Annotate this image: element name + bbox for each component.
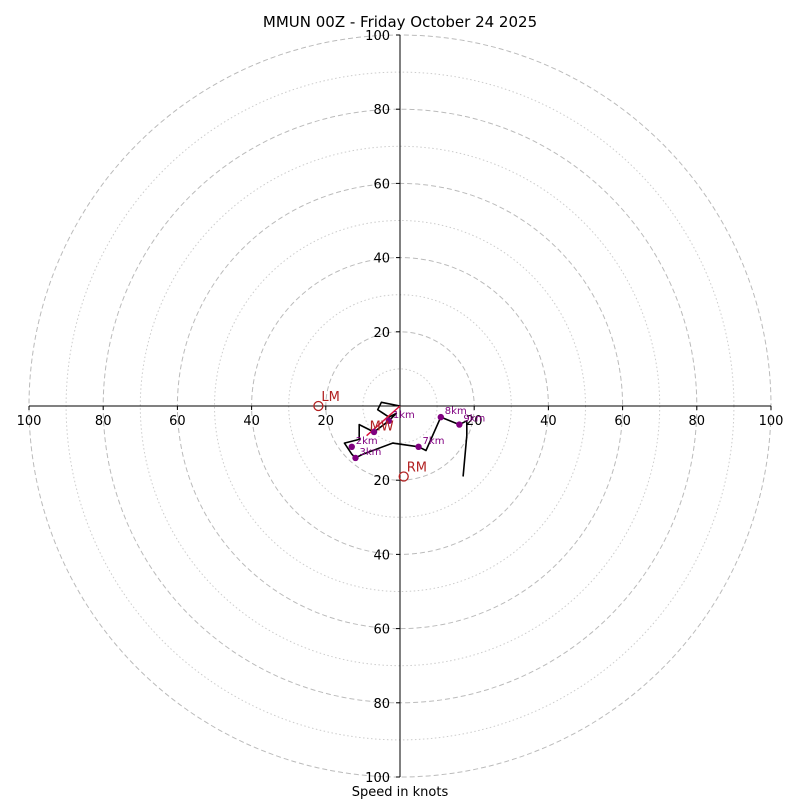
y-tick-label: 80 — [373, 697, 390, 712]
y-tick-label: 20 — [373, 326, 390, 341]
y-tick-label: 60 — [373, 177, 390, 192]
y-tick-label: 40 — [373, 548, 390, 563]
storm-motion-label: LM — [321, 390, 339, 405]
storm-motion-label: RM — [407, 460, 427, 475]
height-label: 1km — [393, 410, 415, 421]
y-tick-label: 60 — [373, 623, 390, 638]
x-tick-label: 80 — [95, 414, 112, 429]
height-label: 7km — [423, 436, 445, 447]
height-label: 8km — [445, 406, 467, 417]
x-tick-label: 60 — [169, 414, 186, 429]
height-label: 3km — [359, 447, 381, 458]
height-dot — [437, 413, 445, 421]
height-dot — [352, 454, 359, 462]
wind-trace-line — [343, 401, 468, 477]
height-dot — [348, 443, 355, 451]
x-tick-label: 100 — [759, 414, 784, 429]
x-tick-label: 100 — [17, 414, 42, 429]
x-tick-label: 80 — [689, 414, 706, 429]
chart-title: MMUN 00Z - Friday October 24 2025 — [263, 13, 537, 31]
height-label: 9km — [463, 414, 485, 425]
storm-motion-markers: LM RM MW — [313, 390, 427, 482]
tick-labels: 100 80 60 40 20 20 40 60 80 100 100 80 60 40 20 20 40 60 8… — [17, 29, 784, 786]
height-dot — [385, 417, 393, 425]
y-tick-label: 100 — [365, 771, 390, 786]
y-tick-label: 20 — [373, 474, 390, 489]
y-tick-label: 40 — [373, 252, 390, 267]
y-tick-label: 100 — [365, 29, 390, 44]
x-tick-label: 20 — [466, 414, 483, 429]
height-dot — [456, 421, 463, 428]
x-axis-label: Speed in knots — [352, 785, 449, 800]
height-dot — [370, 428, 378, 436]
x-tick-label: 40 — [540, 414, 557, 429]
height-label: 2km — [356, 436, 378, 447]
x-tick-label: 40 — [243, 414, 260, 429]
height-dot — [415, 443, 422, 451]
y-tick-label: 80 — [373, 103, 390, 118]
x-tick-label: 20 — [318, 414, 335, 429]
storm-motion-marker — [398, 471, 409, 482]
storm-motion-label: MW — [370, 420, 394, 435]
storm-motion-marker — [313, 400, 324, 412]
x-tick-label: 60 — [614, 414, 631, 429]
